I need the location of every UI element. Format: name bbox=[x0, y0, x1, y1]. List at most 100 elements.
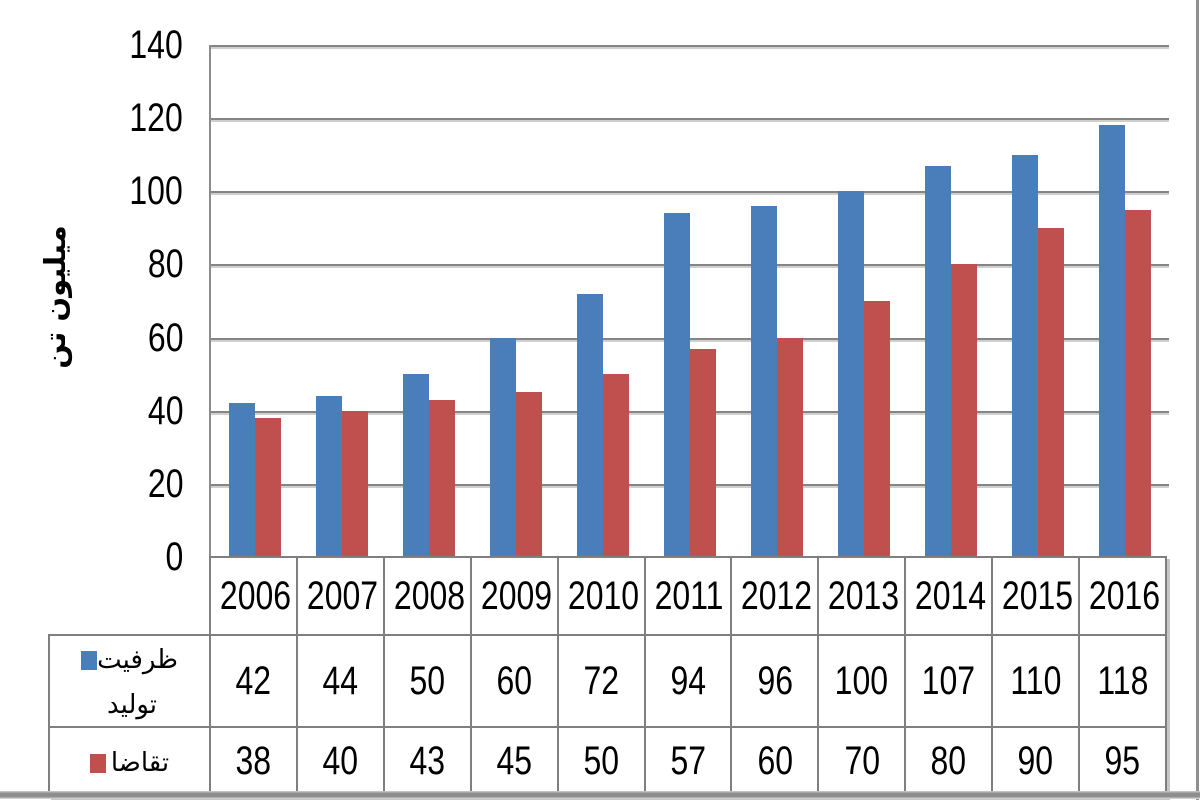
value-cell-demand: 70 bbox=[817, 726, 907, 797]
year-label: 2011 bbox=[654, 573, 723, 618]
bar-capacity-2009 bbox=[490, 338, 516, 557]
value-cell-demand: 95 bbox=[1078, 726, 1167, 797]
bar-demand-2007 bbox=[342, 411, 368, 557]
bar-capacity-2008 bbox=[403, 374, 429, 557]
year-cell: 2009 bbox=[469, 556, 559, 636]
gridline bbox=[211, 264, 1169, 266]
bar-demand-2008 bbox=[429, 400, 455, 557]
bar-demand-2010 bbox=[603, 374, 629, 557]
value-label: 96 bbox=[757, 658, 793, 703]
value-cell-demand: 57 bbox=[643, 726, 733, 797]
value-label: 80 bbox=[930, 739, 967, 783]
value-label: 45 bbox=[496, 739, 532, 783]
data-table: 2006 2007 2008 2009 2010 2011 2012 2013 2014 2015… bbox=[48, 556, 1167, 797]
year-cell: 2011 bbox=[643, 556, 733, 636]
bar-capacity-2007 bbox=[316, 396, 342, 557]
value-label: 107 bbox=[922, 658, 976, 703]
y-tick-label: 120 bbox=[0, 96, 183, 140]
legend-cell-capacity: ظرفيت توليد bbox=[48, 634, 211, 728]
capacity-series-swatch-icon bbox=[81, 650, 98, 670]
y-tick-value: 140 bbox=[129, 23, 183, 67]
bar-demand-2012 bbox=[777, 338, 803, 557]
bar-capacity-2010 bbox=[577, 294, 603, 557]
value-label: 40 bbox=[322, 739, 359, 783]
year-label: 2015 bbox=[1002, 573, 1074, 618]
bar-demand-2009 bbox=[516, 392, 542, 557]
value-label: 43 bbox=[409, 739, 446, 783]
bar-demand-2016 bbox=[1125, 210, 1151, 557]
value-cell-capacity: 42 bbox=[209, 634, 298, 728]
year-label: 2016 bbox=[1088, 573, 1161, 618]
y-tick-value: 0 bbox=[165, 535, 183, 579]
gridline bbox=[211, 45, 1169, 47]
value-cell-capacity: 118 bbox=[1078, 634, 1167, 728]
year-label: 2008 bbox=[393, 573, 465, 618]
bar-capacity-2014 bbox=[925, 166, 951, 557]
bar-capacity-2011 bbox=[664, 213, 690, 557]
y-tick-label: 0 bbox=[0, 535, 183, 579]
y-tick-value: 120 bbox=[129, 96, 183, 141]
value-label: 42 bbox=[235, 658, 272, 703]
table-row-capacity: ظرفيت توليد 42 44 50 60 72 94 96 100 107 110 118 bbox=[48, 634, 1167, 728]
value-cell-capacity: 100 bbox=[817, 634, 907, 728]
value-cell-capacity: 72 bbox=[556, 634, 646, 728]
year-label: 2006 bbox=[219, 573, 292, 618]
value-cell-capacity: 110 bbox=[991, 634, 1081, 728]
value-cell-demand: 38 bbox=[209, 726, 298, 797]
year-cell: 2012 bbox=[730, 556, 820, 636]
y-tick-label: 40 bbox=[0, 389, 183, 433]
value-label: 50 bbox=[583, 739, 619, 783]
value-cell-demand: 45 bbox=[469, 726, 559, 797]
year-cell: 2016 bbox=[1078, 556, 1167, 636]
y-tick-value: 100 bbox=[129, 169, 183, 214]
value-label: 90 bbox=[1017, 739, 1054, 783]
legend-cell-demand: تقاضا bbox=[48, 726, 211, 797]
bar-capacity-2016 bbox=[1099, 125, 1125, 557]
value-label: 110 bbox=[1010, 658, 1062, 703]
value-cell-demand: 60 bbox=[730, 726, 820, 797]
gridline bbox=[211, 191, 1169, 193]
value-label: 100 bbox=[835, 658, 889, 703]
value-label: 60 bbox=[757, 739, 793, 783]
y-tick-value: 40 bbox=[147, 388, 183, 433]
y-tick-label: 20 bbox=[0, 462, 183, 506]
bar-capacity-2013 bbox=[838, 191, 864, 557]
bar-demand-2006 bbox=[255, 418, 281, 557]
bar-capacity-2012 bbox=[751, 206, 777, 557]
value-cell-capacity: 96 bbox=[730, 634, 820, 728]
gridline bbox=[211, 118, 1169, 120]
value-cell-capacity: 50 bbox=[382, 634, 472, 728]
y-tick-label: 80 bbox=[0, 242, 183, 286]
series-name-label: تقاضا bbox=[110, 748, 170, 779]
year-label: 2014 bbox=[915, 573, 987, 618]
y-tick-value: 20 bbox=[147, 461, 183, 506]
y-tick-label: 140 bbox=[0, 23, 183, 67]
year-cell: 2014 bbox=[904, 556, 994, 636]
year-cell: 2006 bbox=[209, 556, 298, 636]
y-tick-label: 60 bbox=[0, 316, 183, 360]
y-tick-value: 80 bbox=[147, 242, 183, 287]
plot-area bbox=[209, 45, 1169, 557]
value-label: 57 bbox=[670, 739, 706, 783]
year-label: 2010 bbox=[567, 573, 639, 618]
y-tick-value: 60 bbox=[147, 315, 183, 360]
value-label: 94 bbox=[670, 658, 706, 703]
value-cell-demand: 50 bbox=[556, 726, 646, 797]
table-row-demand: تقاضا 38 40 43 45 50 57 60 70 80 90 95 bbox=[48, 726, 1167, 797]
value-label: 44 bbox=[322, 658, 359, 703]
bar-capacity-2006 bbox=[229, 403, 255, 557]
year-label: 2013 bbox=[828, 573, 900, 618]
value-cell-capacity: 107 bbox=[904, 634, 994, 728]
year-cell: 2007 bbox=[295, 556, 385, 636]
value-label: 95 bbox=[1104, 739, 1141, 783]
frame-right-border bbox=[1196, 0, 1199, 800]
value-cell-demand: 90 bbox=[991, 726, 1081, 797]
bar-demand-2011 bbox=[690, 349, 716, 557]
series-name-label: ظرفيت توليد bbox=[97, 645, 178, 721]
bar-demand-2015 bbox=[1038, 228, 1064, 557]
year-label: 2012 bbox=[741, 573, 813, 618]
frame-bottom-border bbox=[0, 791, 1200, 799]
year-cell: 2013 bbox=[817, 556, 907, 636]
value-cell-capacity: 94 bbox=[643, 634, 733, 728]
bar-demand-2013 bbox=[864, 301, 890, 557]
